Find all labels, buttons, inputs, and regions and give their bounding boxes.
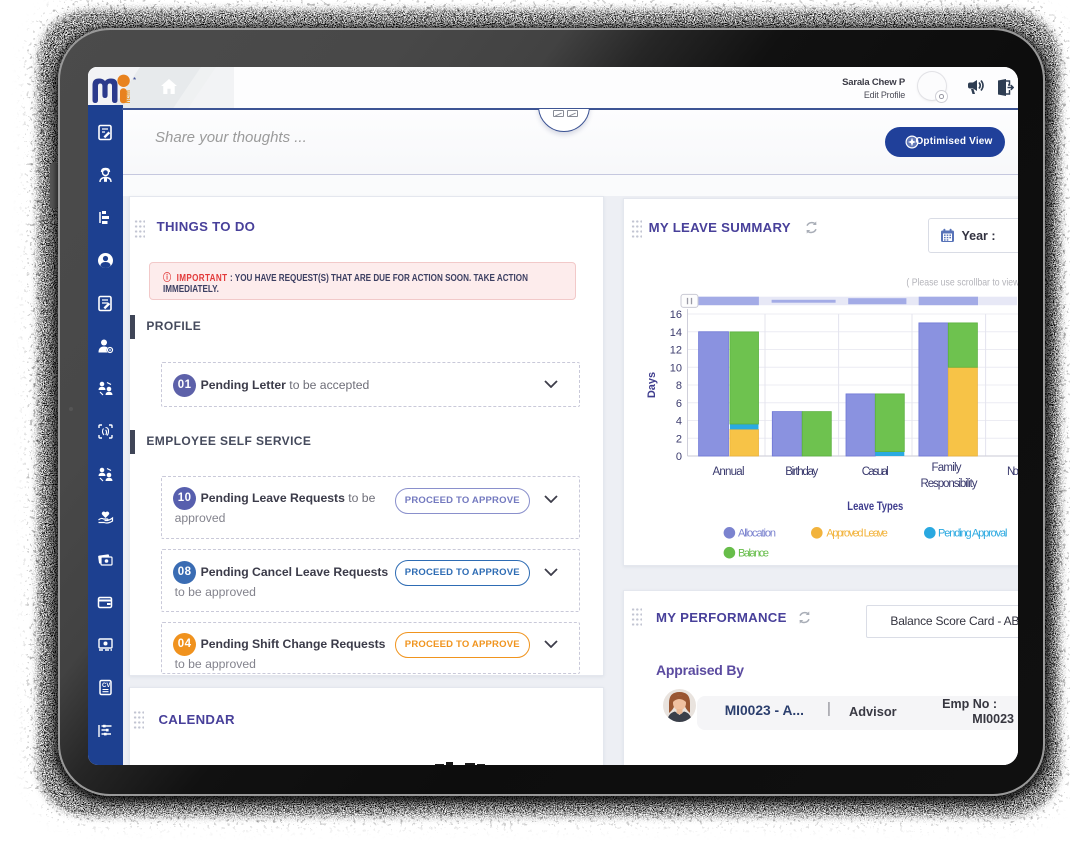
svg-text:( Please use scrollbar to view: ( Please use scrollbar to view [906,277,1018,289]
svg-text:hcm: hcm [125,90,132,104]
svg-text:Approved Leave: Approved Leave [826,528,888,540]
svg-text:6: 6 [676,398,682,410]
svg-text:2: 2 [676,434,682,446]
svg-text:Family: Family [932,462,962,474]
svg-text:No: No [1007,466,1018,478]
svg-text:14: 14 [670,327,682,339]
svg-text:4: 4 [676,416,682,428]
svg-text:Annual: Annual [713,466,745,478]
svg-text:16: 16 [670,309,682,321]
svg-text:CV: CV [102,683,110,689]
svg-text:*: * [133,76,136,85]
svg-text:Leave Types: Leave Types [847,501,903,513]
svg-text:10: 10 [670,363,682,375]
svg-text:8: 8 [676,380,682,392]
svg-text:Responsibility: Responsibility [921,478,978,490]
svg-text:Casual: Casual [862,466,889,478]
svg-text:Allocation: Allocation [738,528,776,540]
svg-text:Balance: Balance [738,548,769,560]
svg-text:12: 12 [670,345,682,357]
svg-text:Days: Days [646,372,658,398]
svg-text:0: 0 [676,451,682,463]
svg-text:Pending Approval: Pending Approval [938,528,1008,540]
svg-text:Birthday: Birthday [785,466,818,478]
